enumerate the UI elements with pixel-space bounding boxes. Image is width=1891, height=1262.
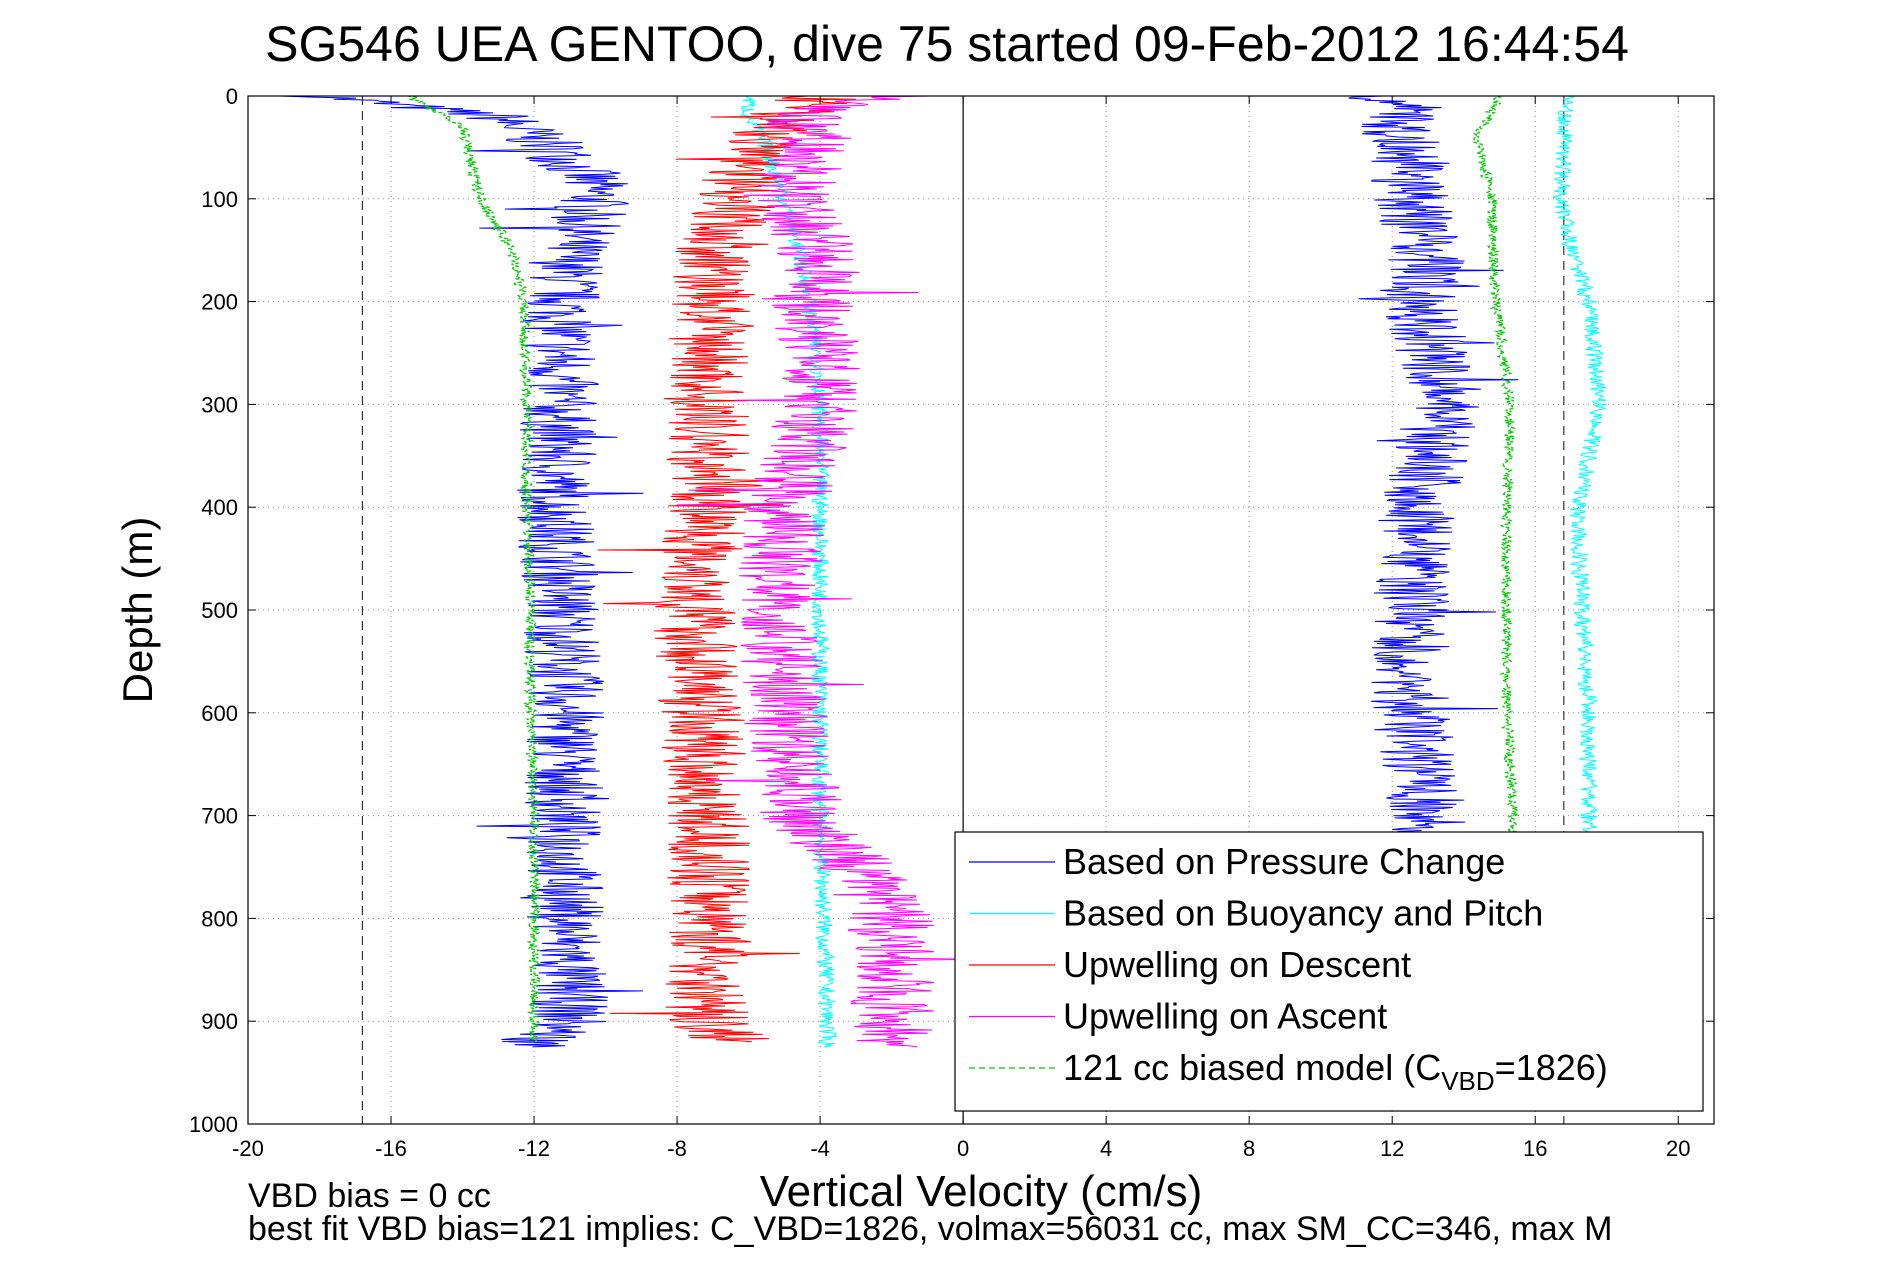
y-tick-label: 300 [201,392,238,417]
x-tick-label: 12 [1380,1136,1404,1161]
legend-entry-3: Upwelling on Ascent [1063,996,1387,1037]
x-axis-ticks: -20 -16 -12 -8 -4 0 4 8 12 16 20 [232,96,1690,1161]
series-line-2-descent [597,96,857,1043]
x-tick-label: -12 [518,1136,550,1161]
x-axis-label: Vertical Velocity (cm/s) [760,1167,1203,1216]
x-tick-label: 8 [1243,1136,1255,1161]
legend-entry-1: Based on Buoyancy and Pitch [1063,893,1543,934]
chart-title: SG546 UEA GENTOO, dive 75 started 09-Feb… [265,16,1629,72]
y-axis-ticks: 0 100 200 300 400 500 600 700 800 900 1000 [189,84,1714,1137]
legend-entry-2: Upwelling on Descent [1063,944,1411,985]
series-line-0-descent [280,96,644,1048]
x-tick-label: -20 [232,1136,264,1161]
x-tick-label: 0 [957,1136,969,1161]
y-tick-label: 900 [201,1009,238,1034]
x-tick-label: 16 [1523,1136,1547,1161]
y-tick-label: 200 [201,290,238,315]
y-tick-label: 600 [201,701,238,726]
legend-entry-4: 121 cc biased model (CVBD=1826) [1063,1047,1608,1096]
x-tick-label: 20 [1666,1136,1690,1161]
legend-entry-0: Based on Pressure Change [1063,841,1505,882]
best-fit-note: best fit VBD bias=121 implies: C_VBD=182… [248,1210,1612,1248]
series-line-3-ascent [676,96,975,1048]
y-tick-label: 100 [201,187,238,212]
x-tick-label: -8 [667,1136,687,1161]
x-tick-label: 4 [1100,1136,1112,1161]
y-tick-label: 500 [201,598,238,623]
series-line-4-descent [407,96,542,1043]
series-group [280,96,1608,1048]
y-tick-label: 800 [201,906,238,931]
legend: Based on Pressure Change Based on Buoyanc… [954,831,1704,1112]
legend-box [954,831,1704,1112]
y-tick-label: 1000 [189,1112,238,1137]
y-tick-label: 0 [226,84,238,109]
y-tick-label: 700 [201,804,238,829]
vbd-bias-note: VBD bias = 0 cc [248,1177,491,1215]
x-tick-label: -4 [810,1136,830,1161]
y-axis-label: Depth (m) [114,517,161,704]
x-tick-label: -16 [375,1136,407,1161]
y-tick-label: 400 [201,495,238,520]
series-line-1-descent [739,96,838,1048]
